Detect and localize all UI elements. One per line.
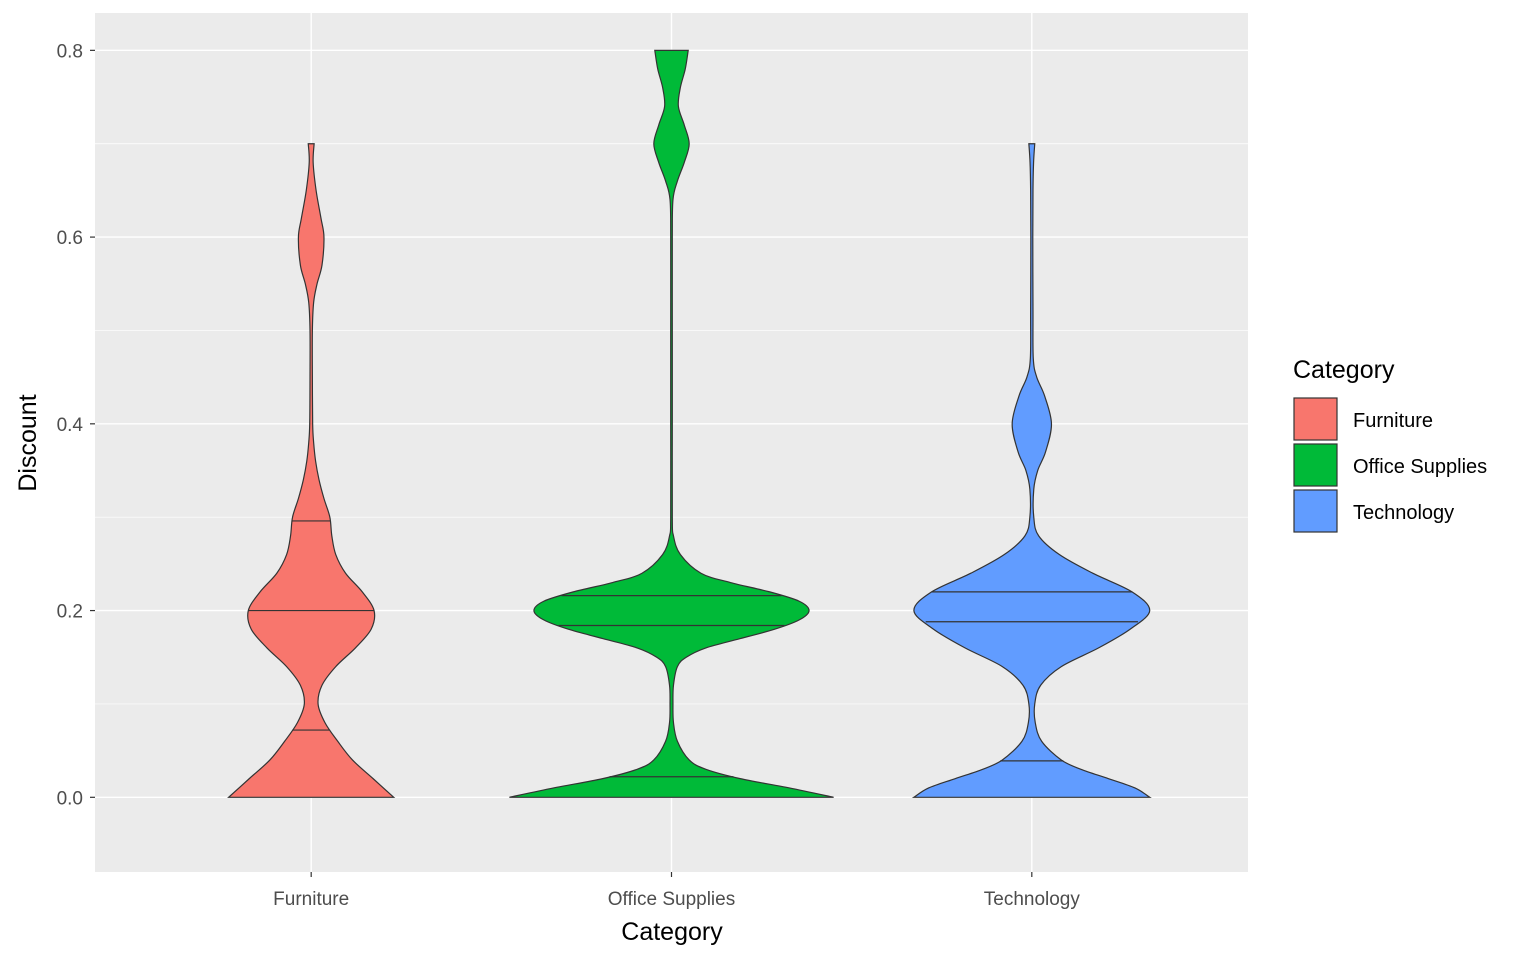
violin-technology <box>911 143 1152 798</box>
y-tick-label: 0.0 <box>57 788 83 809</box>
legend: Category Furniture Office Supplies Technol… <box>1293 356 1487 533</box>
violin-office-supplies <box>509 49 834 798</box>
legend-key-furniture <box>1293 397 1338 441</box>
x-tick-label: Furniture <box>273 889 349 910</box>
x-axis-title: Category <box>621 918 723 946</box>
y-tick-label: 0.8 <box>57 41 83 62</box>
legend-title: Category <box>1293 356 1395 384</box>
legend-key-office-supplies <box>1293 443 1338 487</box>
y-axis-title: Discount <box>14 394 42 491</box>
legend-label: Office Supplies <box>1353 456 1487 478</box>
violins <box>227 49 1152 798</box>
y-tick-label: 0.2 <box>57 602 83 623</box>
legend-label: Furniture <box>1353 410 1433 432</box>
y-axis: 0.0 0.2 0.4 0.6 0.8 <box>57 41 95 809</box>
y-tick-label: 0.4 <box>57 415 84 436</box>
x-tick-label: Technology <box>984 889 1081 910</box>
legend-label: Technology <box>1353 502 1454 524</box>
x-tick-label: Office Supplies <box>608 889 735 910</box>
x-axis: Furniture Office Supplies Technology <box>273 872 1080 910</box>
y-tick-label: 0.6 <box>57 228 83 249</box>
legend-key-technology <box>1293 489 1338 533</box>
